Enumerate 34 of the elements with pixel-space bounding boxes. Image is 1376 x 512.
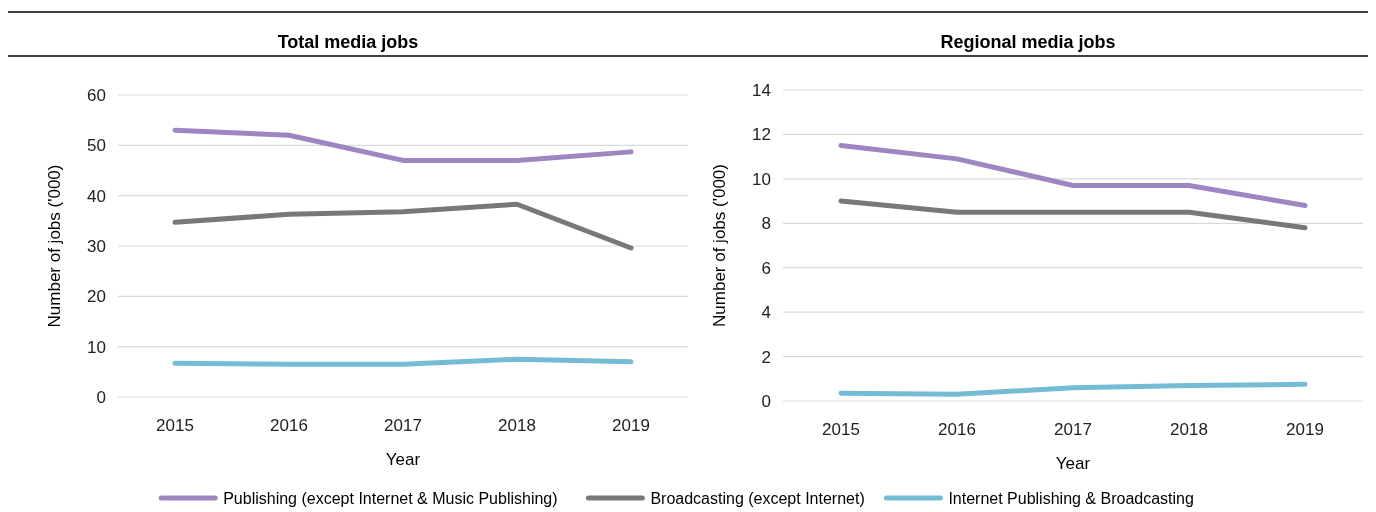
x-tick-label: 2018	[1170, 420, 1208, 439]
x-tick-label: 2017	[1054, 420, 1092, 439]
y-tick-label: 12	[752, 125, 771, 145]
y-tick-label: 50	[87, 136, 106, 156]
y-tick-label: 4	[761, 303, 771, 323]
y-tick-label: 8	[761, 214, 771, 234]
x-tick-label: 2015	[156, 416, 194, 435]
chart-title: Regional media jobs	[940, 32, 1116, 52]
y-tick-label: 2	[761, 347, 771, 367]
x-tick-label: 2019	[612, 416, 650, 435]
y-tick-label: 10	[752, 169, 771, 189]
x-tick-label: 2017	[384, 416, 422, 435]
x-tick-label: 2015	[822, 420, 860, 439]
y-tick-label: 6	[761, 258, 771, 278]
y-tick-label: 0	[761, 391, 771, 411]
y-tick-label: 20	[87, 287, 106, 307]
x-axis-title: Year	[385, 450, 421, 469]
legend-label: Publishing (except Internet & Music Publishing)	[223, 489, 558, 507]
y-tick-label: 0	[96, 387, 106, 407]
x-tick-label: 2019	[1286, 420, 1324, 439]
y-tick-label: 60	[87, 85, 106, 105]
x-tick-label: 2016	[270, 416, 308, 435]
y-tick-label: 10	[87, 337, 106, 357]
legend-label: Internet Publishing & Broadcasting	[948, 489, 1194, 507]
y-tick-label: 30	[87, 236, 106, 256]
x-tick-label: 2018	[498, 416, 536, 435]
y-tick-label: 14	[752, 80, 771, 100]
y-axis-title: Number of jobs ('000)	[710, 164, 729, 327]
x-tick-label: 2016	[938, 420, 976, 439]
y-axis-title: Number of jobs ('000)	[45, 164, 64, 328]
x-axis-title: Year	[1055, 454, 1091, 473]
chart-title: Total media jobs	[277, 32, 419, 52]
legend-label: Broadcasting (except Internet)	[650, 489, 865, 507]
y-tick-label: 40	[87, 186, 106, 206]
